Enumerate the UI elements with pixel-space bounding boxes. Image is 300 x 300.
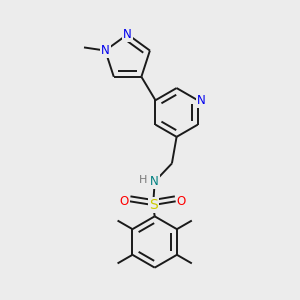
Text: S: S [149,198,158,212]
Text: O: O [177,195,186,208]
Text: N: N [197,94,206,107]
Text: N: N [150,175,159,188]
Text: H: H [139,175,147,185]
Text: O: O [119,195,129,208]
Text: N: N [101,44,110,57]
Text: N: N [123,28,132,41]
